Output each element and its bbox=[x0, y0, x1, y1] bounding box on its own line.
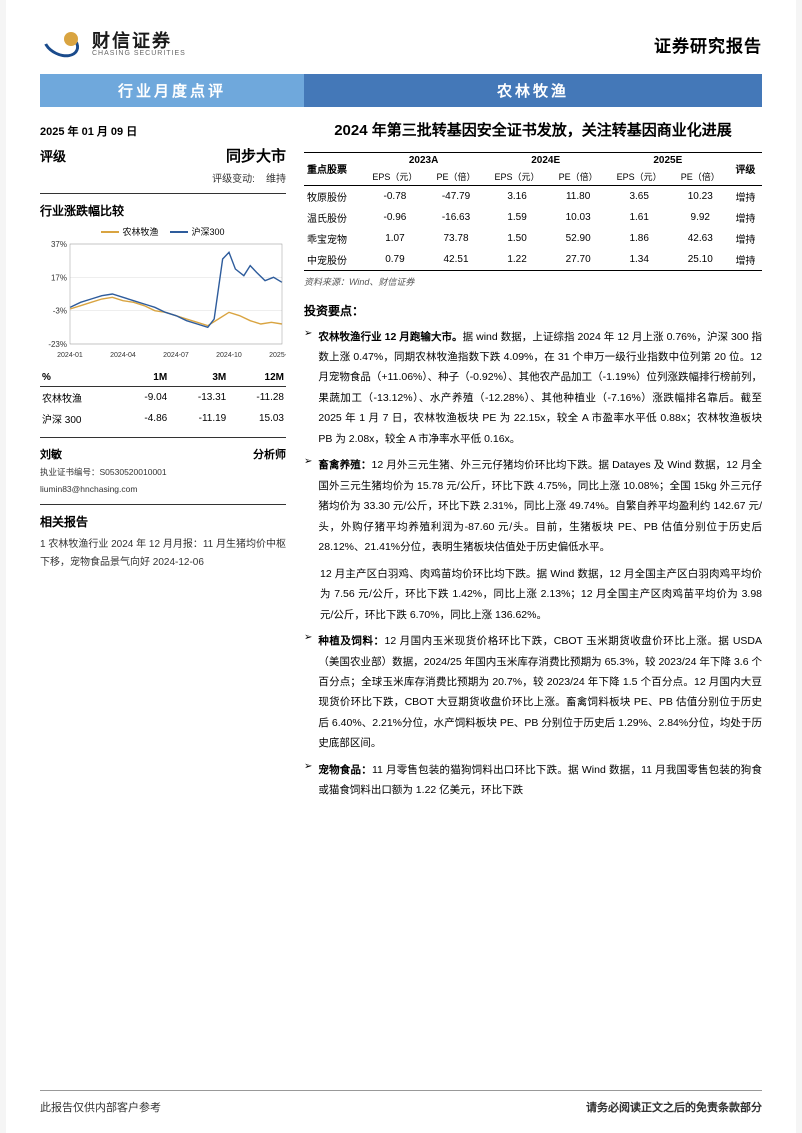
svg-text:-23%: -23% bbox=[48, 340, 67, 349]
table-row: 温氏股份-0.96-16.631.5910.031.619.92增持 bbox=[304, 207, 762, 228]
bullet-text: 种植及饲料：12 月国内玉米现货价格环比下跌，CBOT 玉米期货收盘价环比上涨。… bbox=[318, 631, 762, 754]
table-row: 牧原股份-0.78-47.793.1611.803.6510.23增持 bbox=[304, 185, 762, 207]
analyst-section: 刘敏 分析师 执业证书编号：S0530520010001 liumin83@hn… bbox=[40, 437, 286, 505]
bullet-icon: ➢ bbox=[304, 455, 312, 557]
legend-item-agri: 农林牧渔 bbox=[101, 225, 158, 238]
table-row: 乖宝宠物1.0773.781.5052.901.8642.63增持 bbox=[304, 228, 762, 249]
line-chart: -23% -3% 17% 37% 2024-01 2024-04 2024-07 2024-1… bbox=[40, 240, 286, 360]
analyst-role: 分析师 bbox=[253, 446, 286, 462]
bullet-item: ➢种植及饲料：12 月国内玉米现货价格环比下跌，CBOT 玉米期货收盘价环比上涨… bbox=[304, 631, 762, 754]
svg-text:-3%: -3% bbox=[53, 307, 67, 316]
banner-left: 行业月度点评 bbox=[40, 74, 304, 107]
logo-text-en: CHASING SECURITIES bbox=[92, 50, 186, 57]
bullet-text: 农林牧渔行业 12 月跑输大市。据 wind 数据，上证综指 2024 年 12… bbox=[318, 327, 762, 450]
page-footer: 此报告仅供内部客户参考 请务必阅读正文之后的免责条款部分 bbox=[40, 1090, 762, 1115]
footer-right: 请务必阅读正文之后的免责条款部分 bbox=[586, 1099, 762, 1115]
logo-icon bbox=[40, 28, 84, 60]
svg-text:2024-10: 2024-10 bbox=[216, 352, 242, 359]
performance-chart: 农林牧渔 沪深300 -23% -3% 17% 37% 2024-01 2024-04 20… bbox=[40, 225, 286, 363]
bullet-item: ➢宠物食品：11 月零售包装的猫狗饲料出口环比下跌。据 Wind 数据，11 月… bbox=[304, 760, 762, 801]
rating-label: 评级 bbox=[40, 146, 66, 165]
legend-item-csi: 沪深300 bbox=[170, 225, 224, 238]
report-title: 2024 年第三批转基因安全证书发放，关注转基因商业化进展 bbox=[304, 117, 762, 146]
rating-section: 2025 年 01 月 09 日 评级 同步大市 评级变动: 维持 bbox=[40, 117, 286, 194]
page-header: 财信证券 CHASING SECURITIES 证券研究报告 bbox=[40, 28, 762, 60]
bullet-text: 宠物食品：11 月零售包装的猫狗饲料出口环比下跌。据 Wind 数据，11 月我… bbox=[318, 760, 762, 801]
investment-heading: 投资要点： bbox=[304, 302, 762, 319]
bullet-text: 畜禽养殖：12 月外三元生猪、外三元仔猪均价环比均下跌。据 Datayes 及 … bbox=[318, 455, 762, 557]
chart-heading: 行业涨跌幅比较 bbox=[40, 202, 286, 219]
svg-text:37%: 37% bbox=[51, 240, 67, 249]
logo-text-cn: 财信证券 bbox=[92, 32, 186, 50]
report-date: 2025 年 01 月 09 日 bbox=[40, 123, 286, 139]
bullet-icon: ➢ bbox=[304, 631, 312, 754]
table-source: 资料来源：Wind、财信证券 bbox=[304, 275, 762, 288]
svg-text:2024-01: 2024-01 bbox=[57, 352, 83, 359]
related-reports: 相关报告 1 农林牧渔行业 2024 年 12 月月报：11 月生猪均价中枢下移… bbox=[40, 505, 286, 580]
svg-text:2025-01: 2025-01 bbox=[269, 352, 286, 359]
report-type: 证券研究报告 bbox=[654, 28, 762, 57]
bullet-icon: ➢ bbox=[304, 327, 312, 450]
table-row: 沪深 300-4.86-11.1915.03 bbox=[40, 408, 286, 429]
performance-table: %1M3M12M 农林牧渔-9.04-13.31-11.28沪深 300-4.8… bbox=[40, 369, 286, 429]
table-row: 农林牧渔-9.04-13.31-11.28 bbox=[40, 387, 286, 409]
stock-table: 重点股票2023A2024E2025E评级EPS（元）PE（倍）EPS（元）PE… bbox=[304, 152, 762, 271]
svg-text:2024-04: 2024-04 bbox=[110, 352, 136, 359]
company-logo: 财信证券 CHASING SECURITIES bbox=[40, 28, 186, 60]
banner-right: 农林牧渔 bbox=[304, 74, 762, 107]
related-item: 1 农林牧渔行业 2024 年 12 月月报：11 月生猪均价中枢下移，宠物食品… bbox=[40, 536, 286, 572]
svg-text:17%: 17% bbox=[51, 273, 67, 282]
bullet-item: ➢农林牧渔行业 12 月跑输大市。据 wind 数据，上证综指 2024 年 1… bbox=[304, 327, 762, 450]
rating-value: 同步大市 bbox=[226, 145, 286, 166]
related-heading: 相关报告 bbox=[40, 513, 286, 530]
main-content: 2024 年第三批转基因安全证书发放，关注转基因商业化进展 重点股票2023A2… bbox=[304, 117, 762, 807]
analyst-name: 刘敏 bbox=[40, 446, 62, 462]
table-row: 中宠股份0.7942.511.2227.701.3425.10增持 bbox=[304, 249, 762, 271]
sidebar: 2025 年 01 月 09 日 评级 同步大市 评级变动: 维持 行业涨跌幅比… bbox=[40, 117, 286, 807]
rating-change: 评级变动: 维持 bbox=[40, 170, 286, 185]
svg-text:2024-07: 2024-07 bbox=[163, 352, 189, 359]
banner: 行业月度点评 农林牧渔 bbox=[40, 74, 762, 107]
analyst-email: liumin83@hnchasing.com bbox=[40, 483, 286, 496]
bullet-continuation: 12 月主产区白羽鸡、肉鸡苗均价环比均下跌。据 Wind 数据，12 月全国主产… bbox=[320, 564, 762, 625]
analyst-cert: 执业证书编号：S0530520010001 bbox=[40, 466, 286, 479]
bullet-item: ➢畜禽养殖：12 月外三元生猪、外三元仔猪均价环比均下跌。据 Datayes 及… bbox=[304, 455, 762, 557]
bullet-icon: ➢ bbox=[304, 760, 312, 801]
footer-left: 此报告仅供内部客户参考 bbox=[40, 1099, 161, 1115]
